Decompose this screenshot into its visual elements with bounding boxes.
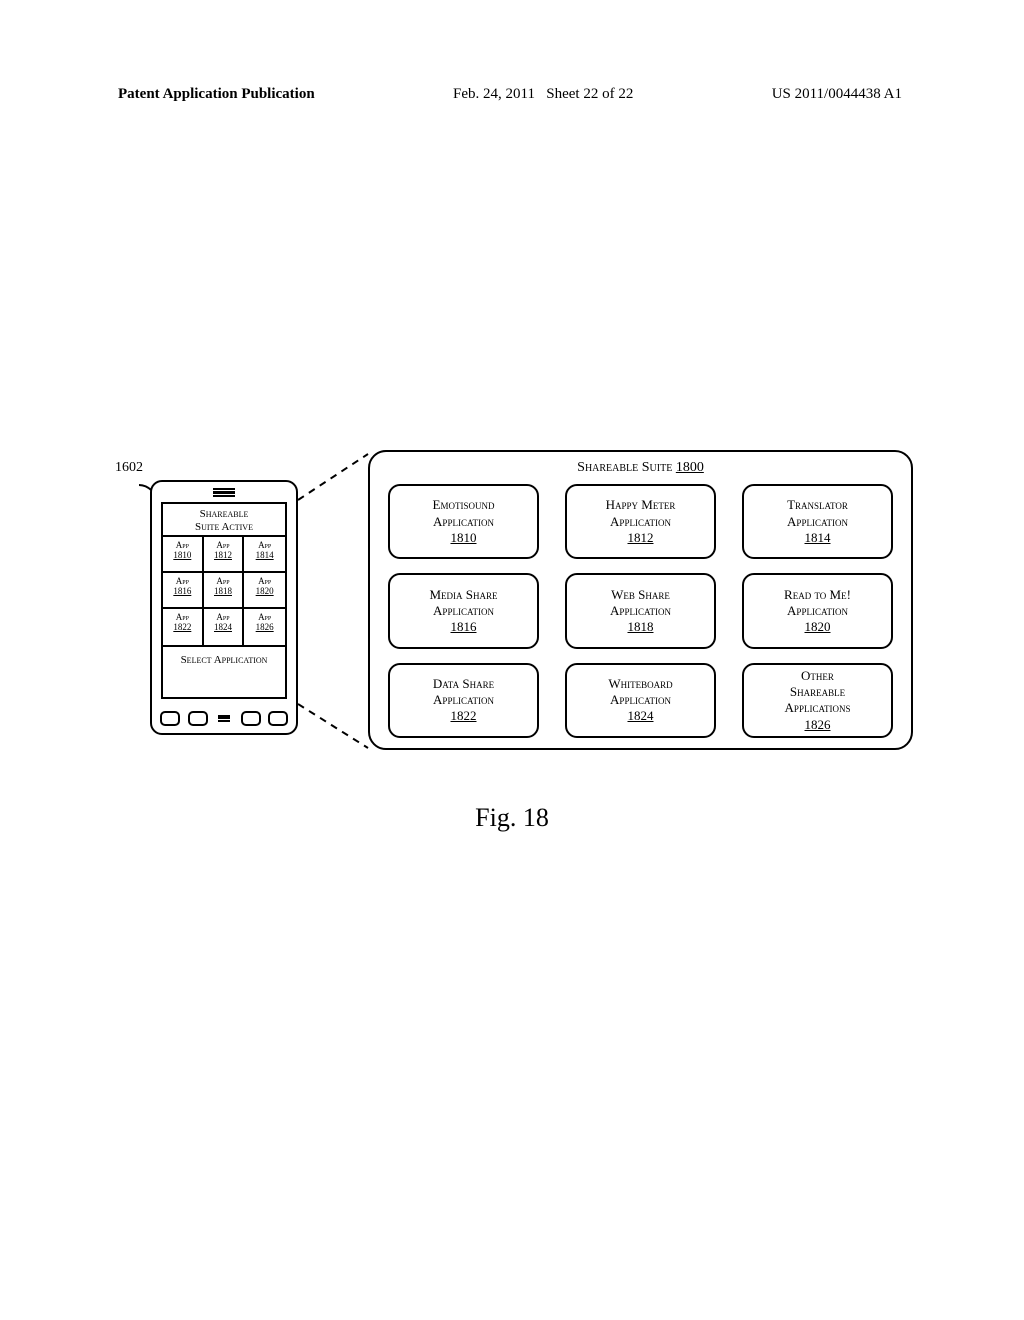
phone-button (241, 711, 261, 726)
app-web-share: Web ShareApplication1818 (565, 573, 716, 648)
phone-app-cell: App1824 (204, 609, 245, 645)
figure-canvas: 1602 Shareable Suite Active App1810 App1… (130, 450, 920, 760)
app-media-share: Media ShareApplication1816 (388, 573, 539, 648)
phone-button-row (160, 709, 288, 727)
phone-app-cell: App1826 (244, 609, 285, 645)
phone-screen: Shareable Suite Active App1810 App1812 A… (161, 502, 287, 699)
app-other: OtherShareableApplications1826 (742, 663, 893, 738)
app-translator: TranslatorApplication1814 (742, 484, 893, 559)
panel-grid: EmotisoundApplication1810 Happy MeterApp… (388, 484, 893, 738)
phone-app-cell: App1820 (244, 573, 285, 609)
phone-app-cell: App1822 (163, 609, 204, 645)
phone-app-cell: App1818 (204, 573, 245, 609)
phone-button (160, 711, 180, 726)
suite-panel: Shareable Suite 1800 EmotisoundApplicati… (368, 450, 913, 750)
phone-button (268, 711, 288, 726)
phone-device: Shareable Suite Active App1810 App1812 A… (150, 480, 298, 735)
header-docnum: US 2011/0044438 A1 (772, 86, 902, 103)
figure-label: Fig. 18 (475, 803, 549, 833)
app-whiteboard: WhiteboardApplication1824 (565, 663, 716, 738)
phone-earpiece-icon (213, 488, 235, 497)
header-date: Feb. 24, 2011 (453, 86, 535, 102)
phone-app-cell: App1812 (204, 537, 245, 573)
phone-button (188, 711, 208, 726)
header-publication: Patent Application Publication (118, 86, 315, 103)
phone-app-cell: App1816 (163, 573, 204, 609)
phone-app-grid: App1810 App1812 App1814 App1816 App1818 … (163, 535, 285, 647)
app-emotisound: EmotisoundApplication1810 (388, 484, 539, 559)
app-happy-meter: Happy MeterApplication1812 (565, 484, 716, 559)
phone-app-cell: App1810 (163, 537, 204, 573)
panel-title: Shareable Suite 1800 (370, 452, 911, 476)
phone-title: Shareable Suite Active (163, 504, 285, 535)
app-read-to-me: Read to Me!Application1820 (742, 573, 893, 648)
app-data-share: Data ShareApplication1822 (388, 663, 539, 738)
phone-menu-icon (215, 712, 233, 724)
header-sheet: Sheet 22 of 22 (546, 86, 633, 102)
phone-select-label: Select Application (163, 647, 285, 666)
phone-app-cell: App1814 (244, 537, 285, 573)
projection-line-bottom (298, 700, 378, 760)
page-header: Patent Application Publication Feb. 24, … (118, 86, 902, 103)
projection-line-top (298, 450, 378, 510)
ref-label-1602: 1602 (115, 460, 143, 476)
